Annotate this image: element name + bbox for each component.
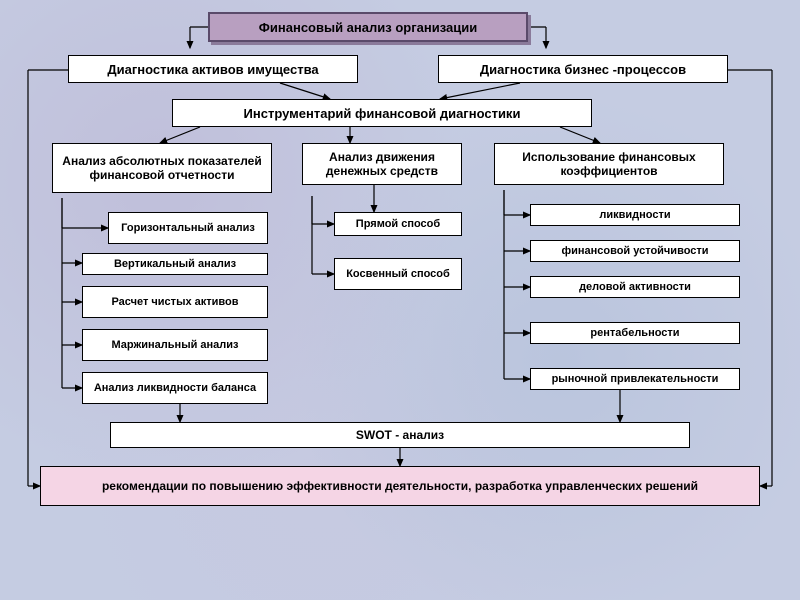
node-diag_biz: Диагностика бизнес -процессов: [438, 55, 728, 83]
node-net_assets: Расчет чистых активов: [82, 286, 268, 318]
node-abs_analysis: Анализ абсолютных показателей финансовой…: [52, 143, 272, 193]
node-rec: рекомендации по повышению эффективности …: [40, 466, 760, 506]
node-direct: Прямой способ: [334, 212, 462, 236]
node-fin_stab: финансовой устойчивости: [530, 240, 740, 262]
node-liq: ликвидности: [530, 204, 740, 226]
node-coef: Использование финансовых коэффициентов: [494, 143, 724, 185]
node-horiz: Горизонтальный анализ: [108, 212, 268, 244]
node-biz_act: деловой активности: [530, 276, 740, 298]
node-swot: SWOT - анализ: [110, 422, 690, 448]
node-indirect: Косвенный способ: [334, 258, 462, 290]
node-vert: Вертикальный анализ: [82, 253, 268, 275]
node-cash_flow: Анализ движения денежных средств: [302, 143, 462, 185]
node-diag_assets: Диагностика активов имущества: [68, 55, 358, 83]
node-margin: Маржинальный анализ: [82, 329, 268, 361]
node-title: Финансовый анализ организации: [208, 12, 528, 42]
node-toolkit: Инструментарий финансовой диагностики: [172, 99, 592, 127]
node-profit: рентабельности: [530, 322, 740, 344]
node-liq_balance: Анализ ликвидности баланса: [82, 372, 268, 404]
node-market: рыночной привлекательности: [530, 368, 740, 390]
